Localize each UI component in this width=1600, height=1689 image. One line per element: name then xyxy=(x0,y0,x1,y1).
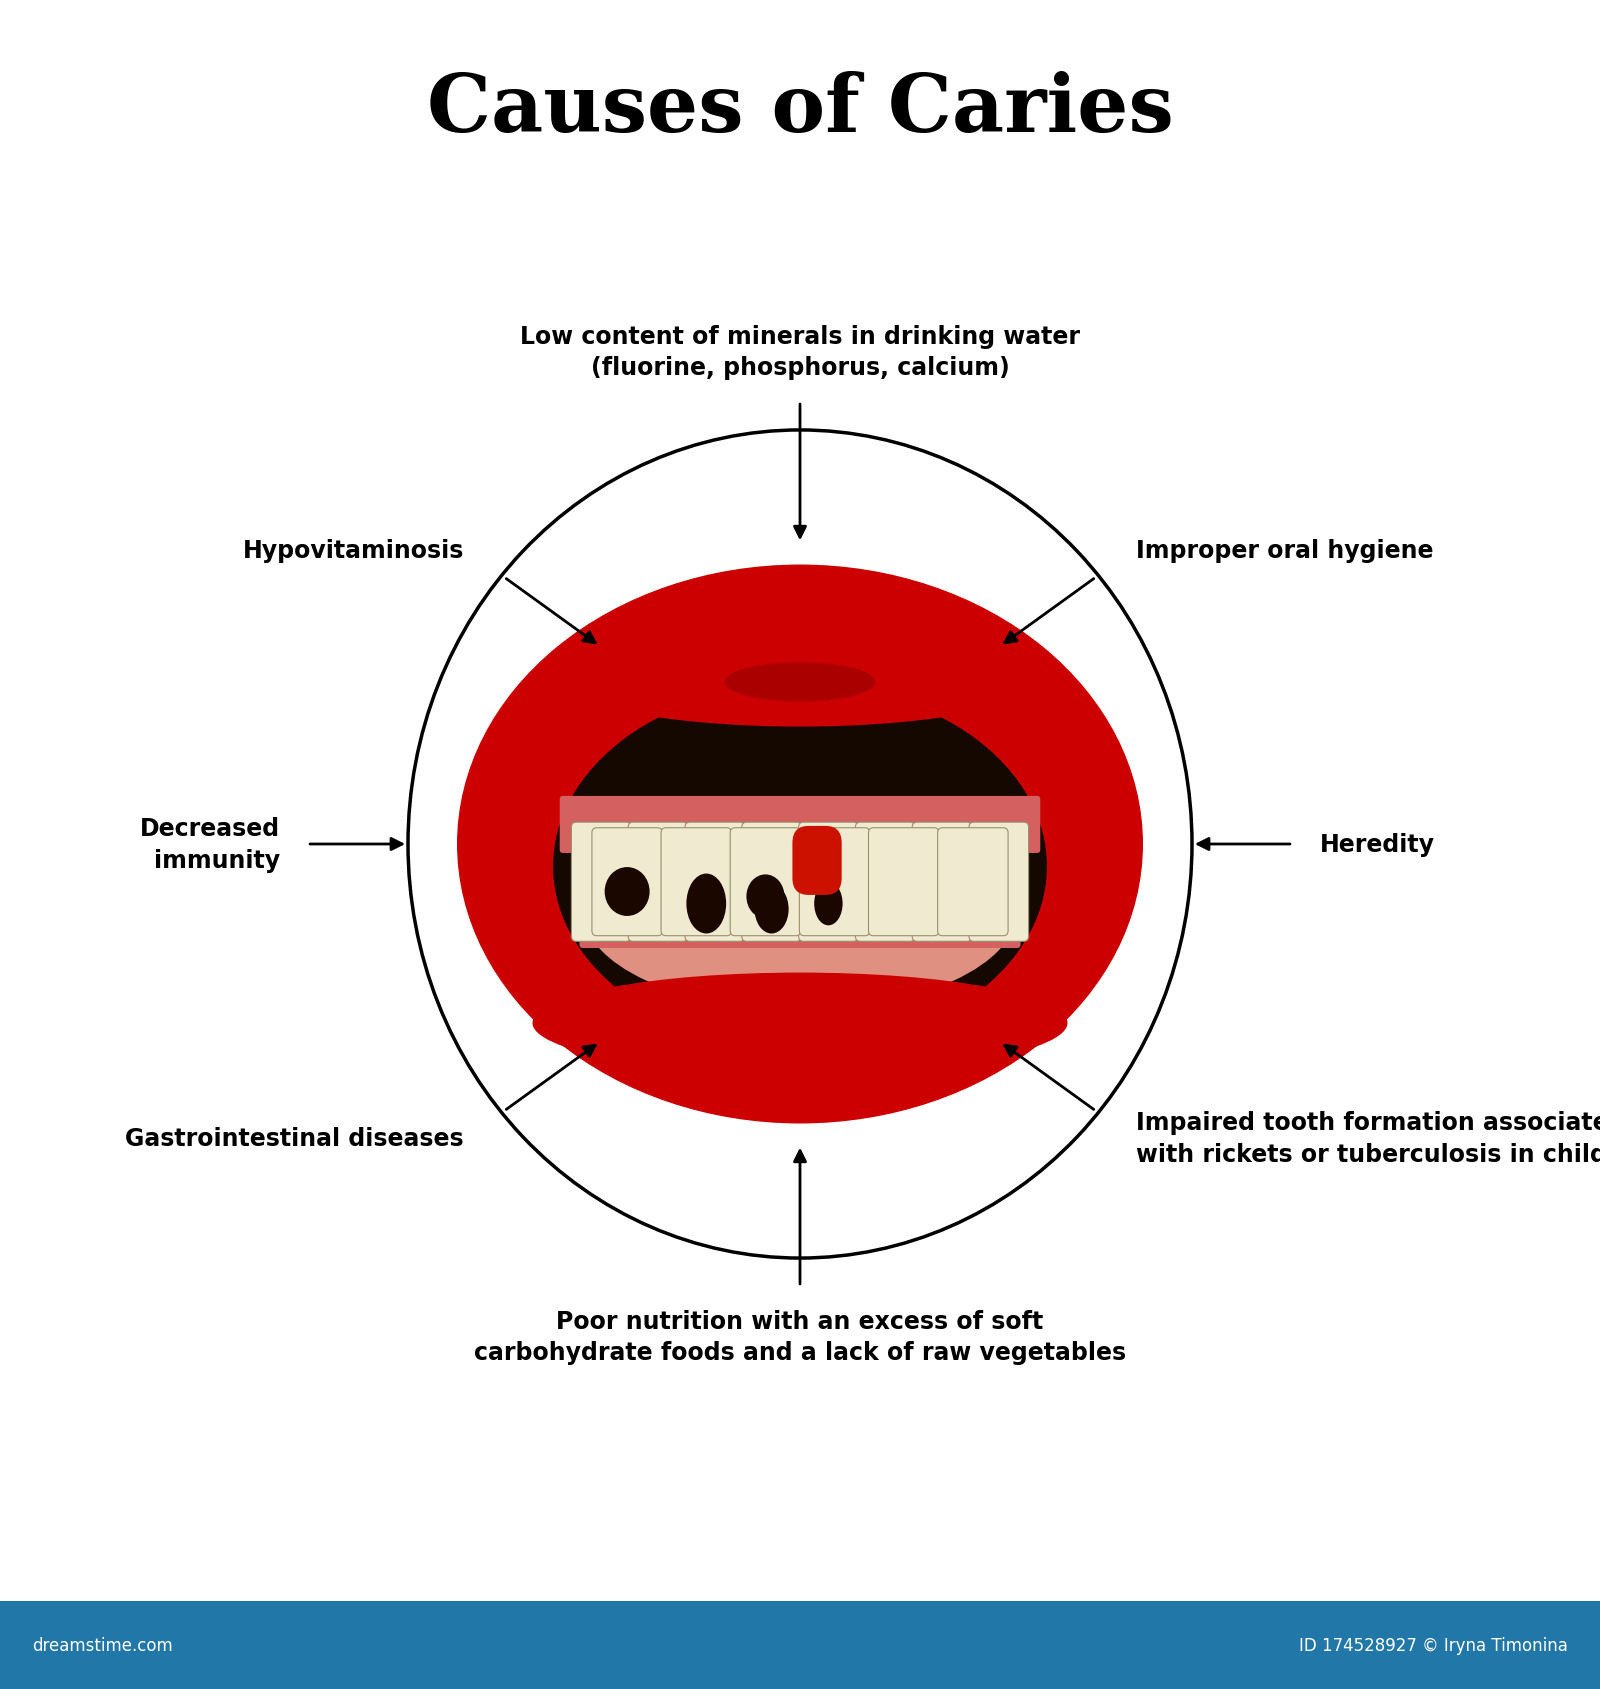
FancyBboxPatch shape xyxy=(792,826,842,895)
Text: Causes of Caries: Causes of Caries xyxy=(427,71,1173,149)
FancyBboxPatch shape xyxy=(798,823,858,942)
Ellipse shape xyxy=(582,811,1018,1010)
Ellipse shape xyxy=(533,973,1067,1074)
FancyBboxPatch shape xyxy=(560,797,1040,853)
Ellipse shape xyxy=(814,882,843,926)
Ellipse shape xyxy=(755,885,789,934)
Ellipse shape xyxy=(605,868,650,917)
Ellipse shape xyxy=(686,873,726,934)
Text: Gastrointestinal diseases: Gastrointestinal diseases xyxy=(125,1127,464,1150)
Text: Decreased
immunity: Decreased immunity xyxy=(139,817,280,872)
Ellipse shape xyxy=(408,431,1192,1258)
FancyBboxPatch shape xyxy=(742,823,802,942)
FancyBboxPatch shape xyxy=(938,828,1008,936)
FancyBboxPatch shape xyxy=(592,828,662,936)
Text: Poor nutrition with an excess of soft
carbohydrate foods and a lack of raw veget: Poor nutrition with an excess of soft ca… xyxy=(474,1309,1126,1365)
FancyBboxPatch shape xyxy=(579,900,1021,949)
FancyBboxPatch shape xyxy=(869,828,939,936)
Text: Improper oral hygiene: Improper oral hygiene xyxy=(1136,539,1434,562)
Ellipse shape xyxy=(542,615,1058,728)
FancyBboxPatch shape xyxy=(912,823,971,942)
Text: Hypovitaminosis: Hypovitaminosis xyxy=(243,539,464,562)
FancyBboxPatch shape xyxy=(730,828,800,936)
Text: Low content of minerals in drinking water
(fluorine, phosphorus, calcium): Low content of minerals in drinking wate… xyxy=(520,324,1080,380)
Ellipse shape xyxy=(725,664,875,703)
Ellipse shape xyxy=(747,875,784,919)
FancyBboxPatch shape xyxy=(685,823,744,942)
Text: Impaired tooth formation associated
with rickets or tuberculosis in childhood: Impaired tooth formation associated with… xyxy=(1136,1111,1600,1165)
FancyBboxPatch shape xyxy=(571,823,630,942)
Text: ID 174528927 © Iryna Timonina: ID 174528927 © Iryna Timonina xyxy=(1299,1637,1568,1654)
Ellipse shape xyxy=(554,686,1046,1049)
FancyBboxPatch shape xyxy=(970,823,1029,942)
FancyBboxPatch shape xyxy=(800,828,870,936)
Text: dreamstime.com: dreamstime.com xyxy=(32,1637,173,1654)
Bar xyxy=(0,1601,1600,1689)
Text: Heredity: Heredity xyxy=(1320,833,1435,856)
Ellipse shape xyxy=(458,566,1142,1123)
FancyBboxPatch shape xyxy=(856,823,915,942)
FancyBboxPatch shape xyxy=(629,823,688,942)
FancyBboxPatch shape xyxy=(661,828,731,936)
